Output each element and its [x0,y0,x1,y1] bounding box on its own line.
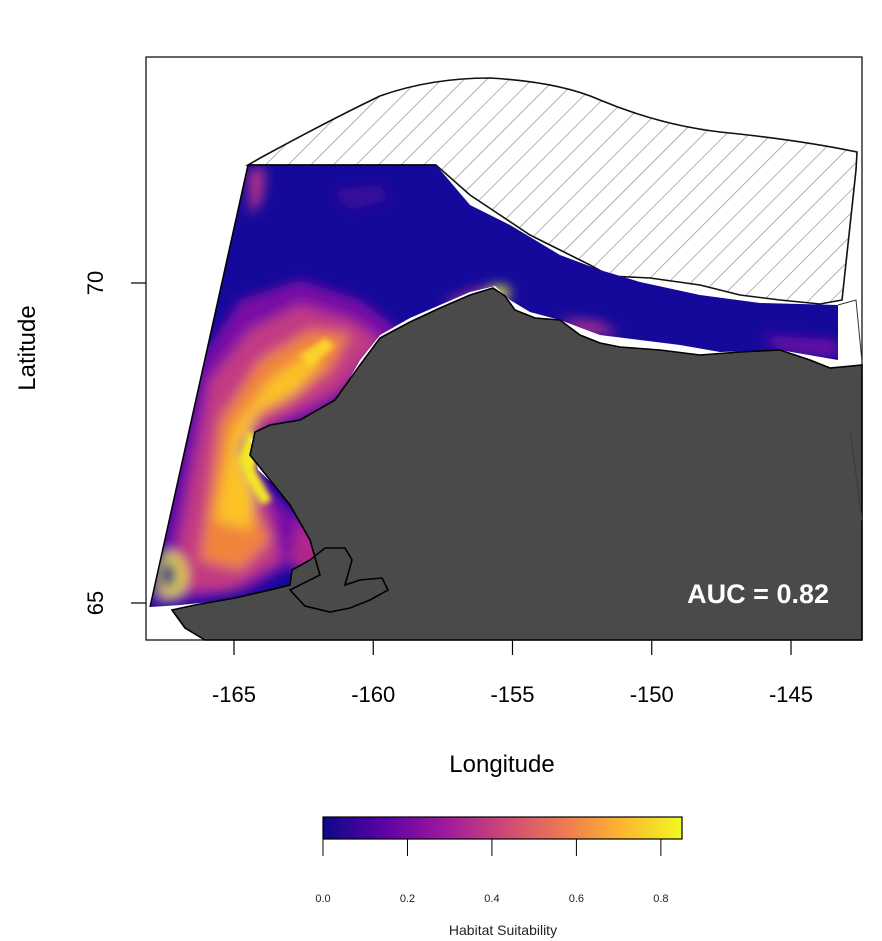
auc-annotation: AUC = 0.82 [687,579,829,609]
colorbar-tick-label: 0.2 [400,893,415,905]
colorbar-gradient [322,816,683,840]
colorbar-title: Habitat Suitability [449,922,557,938]
y-tick-label: 65 [83,591,108,615]
hatched-sea-ice-area [244,77,858,305]
x-tick-label: -150 [630,682,674,707]
x-tick-label: -160 [351,682,395,707]
x-axis-title: Longitude [449,751,554,778]
colorbar-tick-label: 0.8 [653,893,668,905]
x-tick-label: -155 [490,682,534,707]
x-tick-label: -165 [212,682,256,707]
colorbar: 0.0 0.2 0.4 0.6 0.8 Habitat Suitability [315,816,683,938]
x-tick-label: -145 [769,682,813,707]
land-mass [170,287,863,641]
x-axis: -165 -160 -155 -150 -145 [212,640,813,707]
colorbar-tick-label: 0.0 [315,893,330,905]
colorbar-tick-label: 0.4 [484,893,499,905]
y-tick-label: 70 [83,271,108,295]
y-axis-title: Latitude [14,305,41,390]
y-axis: 65 70 [83,271,146,615]
colorbar-tick-label: 0.6 [569,893,584,905]
